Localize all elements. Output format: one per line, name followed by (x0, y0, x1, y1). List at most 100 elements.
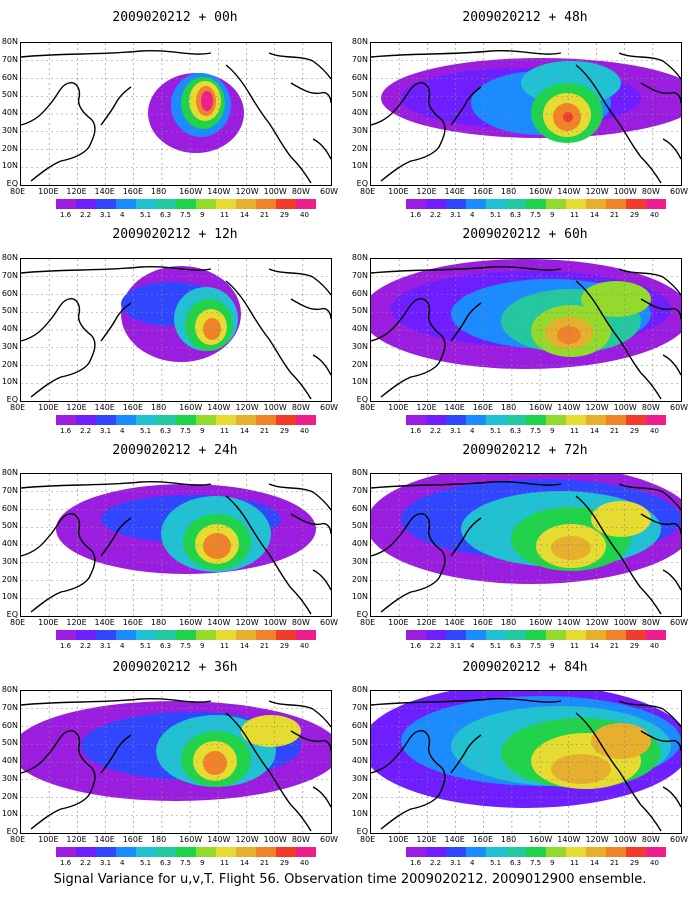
y-tick-label: 80N (351, 685, 368, 694)
colorbar-label: 9 (200, 211, 205, 219)
y-tick-label: 60N (351, 72, 368, 82)
colorbar-label: 21 (610, 859, 619, 867)
y-tick-label: 70N (1, 702, 18, 712)
x-tick-label: 100E (388, 835, 409, 844)
colorbar-label: 7.5 (530, 859, 542, 867)
x-tick-label: 160W (529, 403, 553, 412)
x-tick-label: 80W (291, 187, 310, 196)
y-tick-label: 70N (1, 270, 18, 280)
y-tick-label: 60N (1, 72, 18, 82)
colorbar-segment (606, 630, 626, 640)
variance-contour (241, 715, 301, 747)
colorbar-segment (256, 847, 276, 857)
colorbar-segment (626, 199, 646, 209)
colorbar-segment (526, 415, 546, 425)
colorbar-segment (626, 847, 646, 857)
colorbar-segment (116, 847, 136, 857)
y-tick-label: 30N (351, 125, 368, 135)
colorbar-segment (196, 630, 216, 640)
x-tick-label: 100W (263, 835, 287, 844)
x-tick-label: 60W (670, 187, 689, 196)
colorbar-label: 40 (300, 642, 309, 650)
colorbar-segment (406, 630, 426, 640)
y-tick-label: 80N (351, 37, 368, 46)
y-tick-label: 40N (351, 539, 368, 548)
colorbar-segment (546, 847, 566, 857)
panel-title: 2009020212 + 00h (112, 10, 238, 25)
gridlines (21, 259, 331, 401)
colorbar-label: 3.1 (100, 427, 112, 435)
gridlines (371, 474, 681, 616)
y-tick-label: 70N (1, 54, 18, 64)
y-tick-label: 60N (1, 720, 18, 730)
colorbar-label: 1.6 (410, 859, 422, 867)
x-tick-label: 80W (641, 403, 660, 412)
x-tick-label: 180 (500, 835, 517, 844)
colorbar-label: 40 (650, 859, 659, 867)
y-tick-label: 70N (351, 702, 368, 712)
y-tick-label: 20N (351, 791, 368, 801)
colorbar-segment (566, 847, 586, 857)
y-tick-label: 30N (351, 556, 368, 566)
colorbar-segment (296, 847, 316, 857)
variance-contour (551, 754, 611, 784)
colorbar-label: 2.2 (80, 211, 92, 219)
y-tick-label: EQ (356, 610, 368, 619)
x-tick-label: 140E (444, 618, 465, 627)
colorbar-segment (466, 630, 486, 640)
colorbar-segment (76, 847, 96, 857)
y-tick-label: EQ (6, 827, 18, 836)
colorbar-segment (586, 847, 606, 857)
colorbar-segment (96, 415, 116, 425)
map-panel (20, 258, 332, 402)
colorbar-label: 3.1 (100, 859, 112, 867)
colorbar-label: 7.5 (180, 211, 192, 219)
x-tick-label: 80E (10, 835, 26, 844)
y-tick-label: 50N (1, 90, 18, 100)
y-tick-label: 50N (351, 738, 368, 748)
colorbar (406, 630, 666, 640)
x-tick-label: 120W (235, 187, 259, 196)
x-tick-label: 100E (388, 618, 409, 627)
colorbar-label: 11 (220, 859, 229, 867)
colorbar-label: 2.2 (430, 427, 442, 435)
colorbar-segment (506, 199, 526, 209)
x-tick-label: 160W (179, 835, 203, 844)
colorbar-label: 6.3 (160, 211, 172, 219)
y-tick-label: EQ (356, 179, 368, 188)
x-tick-label: 120E (416, 403, 437, 412)
variance-field (21, 259, 331, 401)
variance-field (371, 474, 681, 616)
y-tick-label: 80N (351, 253, 368, 262)
x-tick-label: 120E (66, 403, 87, 412)
colorbar-label: 4 (120, 427, 125, 435)
colorbar-label: 3.1 (100, 211, 112, 219)
x-tick-label: 160E (122, 618, 144, 627)
y-tick-label: 10N (1, 161, 18, 171)
variance-field (371, 259, 681, 401)
y-tick-label: 10N (1, 377, 18, 387)
colorbar-label: 21 (260, 859, 269, 867)
colorbar-label: 21 (610, 427, 619, 435)
x-tick-label: 180 (150, 618, 167, 627)
colorbar-segment (136, 199, 156, 209)
gridlines (21, 691, 331, 833)
colorbar-segment (156, 847, 176, 857)
colorbar-segment (406, 199, 426, 209)
colorbar-label: 4 (120, 859, 125, 867)
x-tick-label: 80E (10, 187, 26, 196)
colorbar-segment (236, 847, 256, 857)
colorbar-label: 1.6 (60, 211, 72, 219)
colorbar-segment (506, 415, 526, 425)
colorbar-label: 11 (570, 859, 579, 867)
x-tick-label: 140W (207, 403, 231, 412)
x-tick-label: 140W (557, 835, 581, 844)
colorbar-label: 9 (550, 427, 555, 435)
colorbar-segment (486, 630, 506, 640)
variance-contour (591, 723, 651, 759)
colorbar-label: 3.1 (100, 642, 112, 650)
colorbar-segment (296, 630, 316, 640)
map-panel (20, 690, 332, 834)
x-tick-label: 80W (641, 618, 660, 627)
colorbar-label: 1.6 (60, 427, 72, 435)
